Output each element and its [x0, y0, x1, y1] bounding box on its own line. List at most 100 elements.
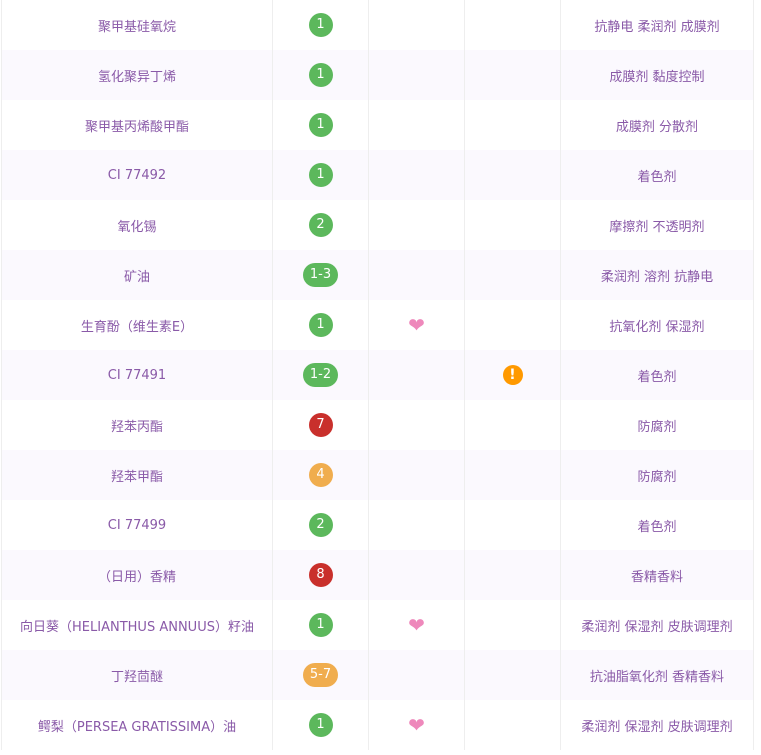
ingredient-name[interactable]: 氧化锡 — [1, 200, 273, 250]
ingredient-row[interactable]: 羟苯甲酯 4 防腐剂 — [1, 450, 754, 500]
ingredient-row[interactable]: 羟苯丙酯 7 防腐剂 — [1, 400, 754, 450]
ingredient-name[interactable]: 羟苯丙酯 — [1, 400, 273, 450]
active-ingredient-cell: ❤ — [368, 700, 465, 750]
safety-score-badge: 1 — [308, 313, 333, 337]
active-ingredient-cell — [368, 550, 465, 600]
ingredient-function: 柔润剂 保湿剂 皮肤调理剂 — [560, 600, 754, 650]
safety-score-cell: 4 — [272, 450, 369, 500]
safety-score-badge: 5-7 — [302, 663, 339, 687]
ingredient-name[interactable]: 矿油 — [1, 250, 273, 300]
acne-risk-cell — [464, 50, 561, 100]
heart-icon: ❤ — [408, 312, 425, 337]
ingredient-name[interactable]: 生育酚（维生素E） — [1, 300, 273, 350]
acne-risk-cell — [464, 650, 561, 700]
ingredient-name[interactable]: 羟苯甲酯 — [1, 450, 273, 500]
ingredient-row[interactable]: 聚甲基硅氧烷 1 抗静电 柔润剂 成膜剂 — [1, 0, 754, 50]
ingredient-row[interactable]: 矿油 1-3 柔润剂 溶剂 抗静电 — [1, 250, 754, 300]
active-ingredient-cell — [368, 100, 465, 150]
active-ingredient-cell: ❤ — [368, 600, 465, 650]
ingredient-row[interactable]: 氢化聚异丁烯 1 成膜剂 黏度控制 — [1, 50, 754, 100]
ingredient-function: 香精香料 — [560, 550, 754, 600]
safety-score-cell: 1 — [272, 600, 369, 650]
ingredient-row[interactable]: 氧化锡 2 摩擦剂 不透明剂 — [1, 200, 754, 250]
safety-score-cell: 7 — [272, 400, 369, 450]
acne-risk-cell — [464, 550, 561, 600]
active-ingredient-cell — [368, 200, 465, 250]
safety-score-badge: 2 — [308, 213, 333, 237]
ingredient-row[interactable]: 聚甲基丙烯酸甲酯 1 成膜剂 分散剂 — [1, 100, 754, 150]
active-ingredient-cell — [368, 150, 465, 200]
safety-score-badge: 1 — [308, 63, 333, 87]
ingredient-name[interactable]: 鳄梨（PERSEA GRATISSIMA）油 — [1, 700, 273, 750]
active-ingredient-cell — [368, 0, 465, 50]
ingredient-name[interactable]: CI 77492 — [1, 150, 273, 200]
safety-score-cell: 1 — [272, 50, 369, 100]
ingredient-name[interactable]: 聚甲基硅氧烷 — [1, 0, 273, 50]
heart-icon: ❤ — [408, 712, 425, 737]
ingredient-function: 抗静电 柔润剂 成膜剂 — [560, 0, 754, 50]
ingredient-function: 着色剂 — [560, 500, 754, 550]
active-ingredient-cell — [368, 500, 465, 550]
acne-risk-cell — [464, 450, 561, 500]
ingredient-function: 抗氧化剂 保湿剂 — [560, 300, 754, 350]
ingredient-row[interactable]: CI 77492 1 着色剂 — [1, 150, 754, 200]
safety-score-cell: 1 — [272, 100, 369, 150]
active-ingredient-cell — [368, 350, 465, 400]
safety-score-badge: 1 — [308, 113, 333, 137]
ingredient-row[interactable]: 丁羟茴醚 5-7 抗油脂氧化剂 香精香料 — [1, 650, 754, 700]
ingredient-function: 防腐剂 — [560, 450, 754, 500]
ingredient-row[interactable]: 向日葵（HELIANTHUS ANNUUS）籽油 1 ❤ 柔润剂 保湿剂 皮肤调理剂 — [1, 600, 754, 650]
safety-score-cell: 2 — [272, 500, 369, 550]
acne-risk-cell — [464, 0, 561, 50]
ingredient-name[interactable]: 向日葵（HELIANTHUS ANNUUS）籽油 — [1, 600, 273, 650]
ingredient-name[interactable]: 氢化聚异丁烯 — [1, 50, 273, 100]
ingredient-function: 防腐剂 — [560, 400, 754, 450]
ingredient-row[interactable]: 生育酚（维生素E） 1 ❤ 抗氧化剂 保湿剂 — [1, 300, 754, 350]
safety-score-cell: 5-7 — [272, 650, 369, 700]
active-ingredient-cell — [368, 650, 465, 700]
active-ingredient-cell — [368, 400, 465, 450]
ingredient-function: 摩擦剂 不透明剂 — [560, 200, 754, 250]
safety-score-badge: 7 — [308, 413, 333, 437]
acne-risk-cell — [464, 700, 561, 750]
acne-risk-cell — [464, 200, 561, 250]
ingredient-name[interactable]: CI 77499 — [1, 500, 273, 550]
ingredient-name[interactable]: CI 77491 — [1, 350, 273, 400]
safety-score-cell: 1-2 — [272, 350, 369, 400]
safety-score-badge: 1 — [308, 163, 333, 187]
acne-risk-cell — [464, 500, 561, 550]
safety-score-cell: 1-3 — [272, 250, 369, 300]
ingredient-name[interactable]: （日用）香精 — [1, 550, 273, 600]
safety-score-badge: 1 — [308, 713, 333, 737]
warning-icon: ! — [502, 365, 523, 385]
ingredient-row[interactable]: 鳄梨（PERSEA GRATISSIMA）油 1 ❤ 柔润剂 保湿剂 皮肤调理剂 — [1, 700, 754, 750]
active-ingredient-cell — [368, 450, 465, 500]
safety-score-cell: 8 — [272, 550, 369, 600]
safety-score-badge: 1 — [308, 613, 333, 637]
acne-risk-cell: ! — [464, 350, 561, 400]
safety-score-badge: 8 — [308, 563, 333, 587]
ingredient-name[interactable]: 丁羟茴醚 — [1, 650, 273, 700]
safety-score-badge: 1 — [308, 13, 333, 37]
safety-score-badge: 2 — [308, 513, 333, 537]
ingredient-name[interactable]: 聚甲基丙烯酸甲酯 — [1, 100, 273, 150]
ingredient-row[interactable]: CI 77499 2 着色剂 — [1, 500, 754, 550]
safety-score-cell: 1 — [272, 150, 369, 200]
ingredient-function: 成膜剂 分散剂 — [560, 100, 754, 150]
acne-risk-cell — [464, 600, 561, 650]
ingredient-row[interactable]: （日用）香精 8 香精香料 — [1, 550, 754, 600]
acne-risk-cell — [464, 250, 561, 300]
active-ingredient-cell — [368, 250, 465, 300]
safety-score-cell: 1 — [272, 300, 369, 350]
acne-risk-cell — [464, 150, 561, 200]
safety-score-badge: 1-2 — [302, 363, 339, 387]
active-ingredient-cell — [368, 50, 465, 100]
safety-score-cell: 1 — [272, 700, 369, 750]
safety-score-badge: 1-3 — [302, 263, 339, 287]
ingredient-row[interactable]: CI 77491 1-2! 着色剂 — [1, 350, 754, 400]
ingredient-function: 柔润剂 保湿剂 皮肤调理剂 — [560, 700, 754, 750]
acne-risk-cell — [464, 300, 561, 350]
ingredient-function: 成膜剂 黏度控制 — [560, 50, 754, 100]
safety-score-cell: 1 — [272, 0, 369, 50]
